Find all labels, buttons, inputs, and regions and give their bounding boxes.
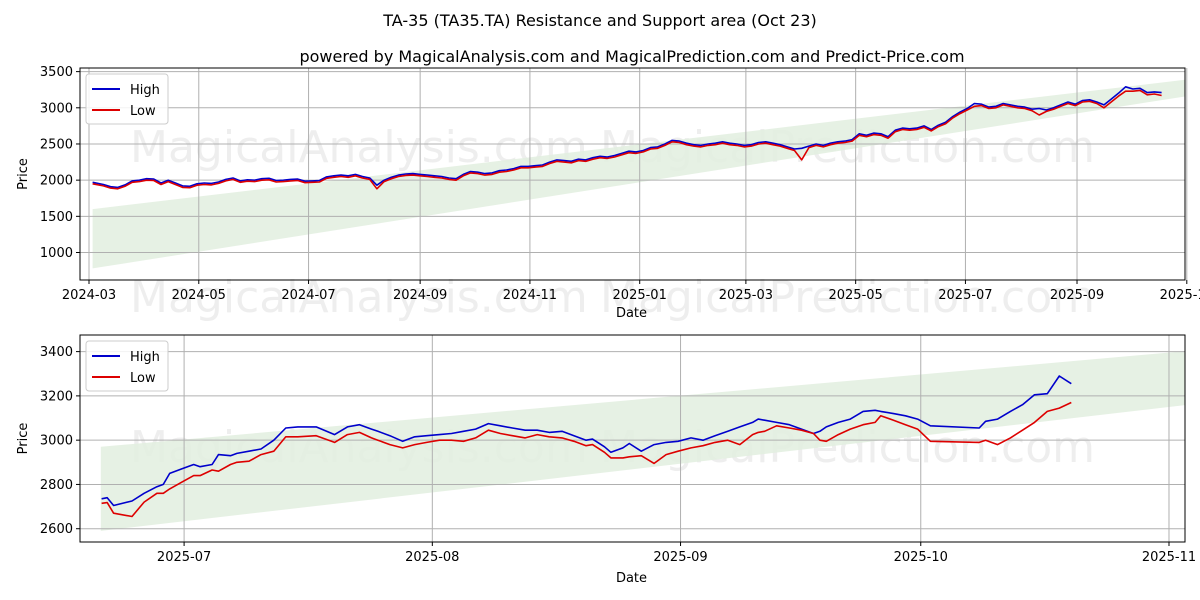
x-tick-label: 2025-01 bbox=[613, 288, 667, 303]
y-tick-label: 3400 bbox=[40, 345, 73, 360]
y-tick-label: 3200 bbox=[40, 389, 73, 404]
y-tick-label: 2600 bbox=[40, 522, 73, 537]
plot-frame bbox=[79, 67, 1186, 281]
x-tick-label: 2025-11 bbox=[1142, 550, 1196, 565]
legend-label-low: Low bbox=[130, 104, 156, 119]
x-tick-label: 2025-05 bbox=[828, 288, 882, 303]
support-resistance-band bbox=[92, 79, 1185, 269]
x-tick-label: 2024-07 bbox=[281, 288, 335, 303]
legend-box bbox=[85, 340, 169, 392]
y-axis-label: Price bbox=[16, 158, 31, 190]
x-tick-label: 2024-09 bbox=[393, 288, 447, 303]
series-line-high bbox=[92, 86, 1162, 189]
plot-frame bbox=[79, 334, 1186, 543]
y-tick-label: 2800 bbox=[40, 478, 73, 493]
legend-label-high: High bbox=[130, 350, 160, 365]
bottom-chart-panel: MagicalAnalysis.comMagicalPrediction.com… bbox=[16, 334, 1196, 586]
x-tick-label: 2025-11 bbox=[1160, 288, 1200, 303]
y-tick-label: 1500 bbox=[40, 210, 73, 225]
legend-label-high: High bbox=[130, 83, 160, 98]
x-tick-label: 2024-11 bbox=[503, 288, 557, 303]
x-axis-label: Date bbox=[616, 306, 647, 321]
x-tick-label: 2025-10 bbox=[894, 550, 948, 565]
chart-title: TA-35 (TA35.TA) Resistance and Support a… bbox=[382, 11, 817, 30]
x-axis-label: Date bbox=[616, 571, 647, 586]
series-line-low bbox=[101, 401, 1072, 518]
y-tick-label: 2000 bbox=[40, 174, 73, 189]
x-tick-label: 2025-03 bbox=[719, 288, 773, 303]
x-tick-label: 2024-05 bbox=[172, 288, 226, 303]
y-tick-label: 3500 bbox=[40, 65, 73, 80]
x-tick-label: 2025-09 bbox=[1050, 288, 1104, 303]
y-tick-label: 3000 bbox=[40, 434, 73, 449]
y-tick-label: 1000 bbox=[40, 246, 73, 261]
y-tick-label: 3000 bbox=[40, 101, 73, 116]
series-line-high bbox=[101, 375, 1072, 507]
chart-subtitle: powered by MagicalAnalysis.com and Magic… bbox=[299, 47, 964, 66]
legend-label-low: Low bbox=[130, 371, 156, 386]
x-tick-label: 2025-07 bbox=[157, 550, 211, 565]
series-line-low bbox=[92, 89, 1162, 190]
top-chart-panel: MagicalAnalysis.comMagicalPrediction.com… bbox=[16, 65, 1200, 323]
legend-box bbox=[85, 73, 169, 125]
y-axis-label: Price bbox=[16, 423, 31, 455]
x-tick-label: 2025-07 bbox=[938, 288, 992, 303]
x-tick-label: 2025-08 bbox=[405, 550, 459, 565]
x-tick-label: 2025-09 bbox=[653, 550, 707, 565]
x-tick-label: 2024-03 bbox=[62, 288, 116, 303]
y-tick-label: 2500 bbox=[40, 137, 73, 152]
